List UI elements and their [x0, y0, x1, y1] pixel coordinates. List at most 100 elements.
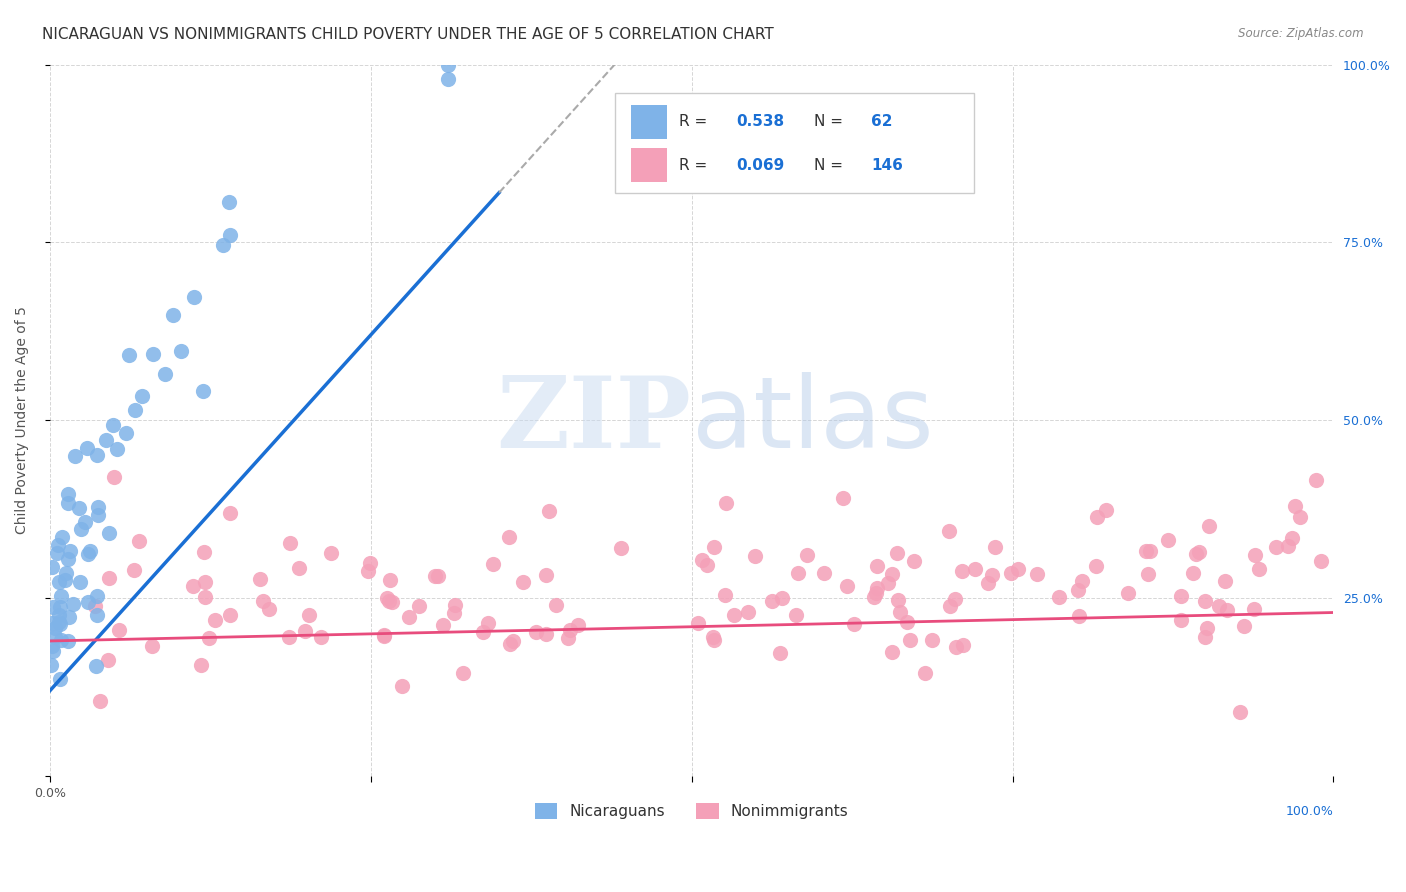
Point — [499, 637, 522, 651]
Point — [53, 573, 76, 587]
Point — [298, 608, 321, 623]
Point — [502, 634, 524, 648]
Point — [191, 384, 214, 399]
Point — [86, 608, 108, 623]
Point — [482, 558, 505, 572]
Point — [796, 549, 818, 563]
Point — [79, 544, 101, 558]
Point — [212, 238, 235, 252]
Point — [903, 554, 925, 568]
Point — [128, 533, 150, 548]
Point — [714, 588, 737, 602]
Text: R =: R = — [679, 158, 711, 173]
Point — [76, 441, 98, 455]
Point — [1215, 574, 1237, 589]
Point — [1288, 510, 1310, 524]
Point — [42, 599, 65, 614]
Point — [198, 631, 221, 645]
Text: 146: 146 — [872, 158, 903, 173]
Point — [63, 449, 86, 463]
Point — [69, 574, 91, 589]
Point — [193, 545, 215, 559]
Point — [204, 613, 226, 627]
Point — [49, 633, 72, 648]
Point — [832, 491, 855, 506]
Point — [218, 227, 240, 242]
Y-axis label: Child Poverty Under the Age of 5: Child Poverty Under the Age of 5 — [15, 307, 30, 534]
Point — [48, 608, 70, 623]
Point — [45, 545, 67, 559]
Point — [889, 605, 911, 619]
Point — [567, 617, 589, 632]
Point — [1095, 502, 1118, 516]
Point — [218, 608, 240, 623]
Point — [914, 665, 936, 680]
Point — [451, 665, 474, 680]
Point — [984, 540, 1007, 554]
Point — [1157, 533, 1180, 548]
Point — [1135, 544, 1157, 558]
Point — [1181, 566, 1204, 580]
Point — [1170, 613, 1192, 627]
Text: 0.069: 0.069 — [737, 158, 785, 173]
Point — [408, 599, 430, 614]
Point — [97, 653, 120, 667]
Point — [183, 290, 205, 304]
Point — [866, 559, 889, 574]
Point — [471, 624, 494, 639]
Text: atlas: atlas — [692, 372, 934, 469]
Point — [49, 673, 72, 687]
Point — [977, 575, 1000, 590]
Point — [98, 571, 121, 585]
Point — [1085, 509, 1108, 524]
Point — [498, 530, 520, 544]
Point — [277, 630, 299, 644]
Point — [703, 541, 725, 555]
Point — [1118, 585, 1140, 599]
Point — [51, 589, 73, 603]
Point — [538, 504, 561, 518]
Point — [477, 616, 499, 631]
Text: 62: 62 — [872, 114, 893, 129]
Point — [56, 496, 79, 510]
Point — [257, 602, 280, 616]
Point — [67, 501, 90, 516]
Point — [1067, 582, 1090, 597]
Point — [218, 194, 240, 209]
Point — [373, 629, 395, 643]
Point — [1194, 594, 1216, 608]
Point — [880, 566, 903, 581]
Point — [70, 522, 93, 536]
Point — [59, 544, 82, 558]
Point — [945, 640, 967, 654]
Point — [865, 586, 887, 600]
Point — [83, 599, 105, 613]
Point — [939, 599, 962, 614]
Point — [162, 308, 184, 322]
Point — [737, 605, 759, 619]
Point — [1188, 545, 1211, 559]
Point — [886, 592, 908, 607]
Point — [41, 639, 63, 653]
Point — [56, 552, 79, 566]
Point — [714, 496, 737, 510]
Point — [1277, 539, 1299, 553]
Point — [94, 433, 117, 447]
Point — [702, 630, 724, 644]
Point — [1243, 602, 1265, 616]
Point — [122, 563, 145, 577]
Point — [124, 402, 146, 417]
Point — [1198, 518, 1220, 533]
Point — [723, 608, 745, 623]
Point — [1071, 574, 1094, 588]
Point — [981, 568, 1004, 582]
Point — [62, 597, 84, 611]
Point — [218, 506, 240, 520]
Point — [865, 581, 887, 595]
Point — [194, 590, 217, 604]
Point — [49, 616, 72, 631]
Point — [1216, 602, 1239, 616]
Point — [131, 388, 153, 402]
Point — [770, 591, 793, 605]
Point — [252, 594, 274, 608]
